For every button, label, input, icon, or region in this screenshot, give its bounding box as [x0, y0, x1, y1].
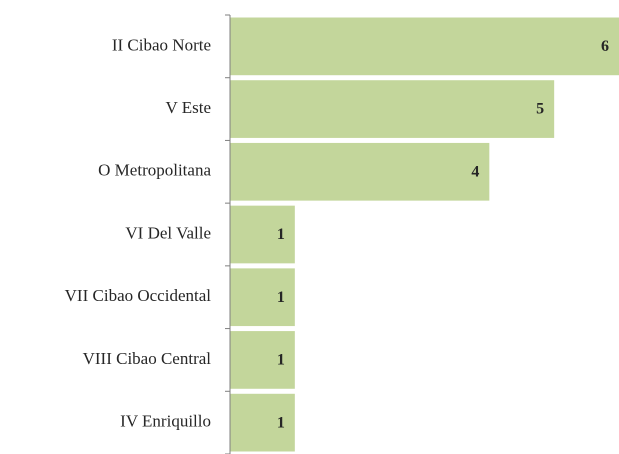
- value-label: 4: [471, 163, 479, 180]
- value-label: 1: [277, 414, 285, 431]
- bar: [230, 80, 555, 138]
- bar: [230, 331, 295, 389]
- value-label: 1: [277, 352, 285, 369]
- y-tick-label: VI Del Valle: [125, 223, 211, 242]
- bar: [230, 268, 295, 327]
- bar: [230, 142, 490, 201]
- bar: [230, 205, 295, 264]
- bar: [230, 393, 295, 452]
- y-tick-label: O Metropolitana: [98, 161, 211, 180]
- value-label: 1: [277, 289, 285, 306]
- value-label: 5: [536, 101, 544, 118]
- y-tick-label: V Este: [166, 98, 212, 117]
- value-label: 1: [277, 226, 285, 243]
- y-tick-label: IV Enriquillo: [120, 412, 211, 431]
- bar: [230, 17, 619, 76]
- y-tick-label: VII Cibao Occidental: [65, 286, 212, 305]
- value-label: 6: [601, 38, 609, 55]
- y-tick-label: II Cibao Norte: [112, 35, 211, 54]
- y-tick-label: VIII Cibao Central: [83, 349, 212, 368]
